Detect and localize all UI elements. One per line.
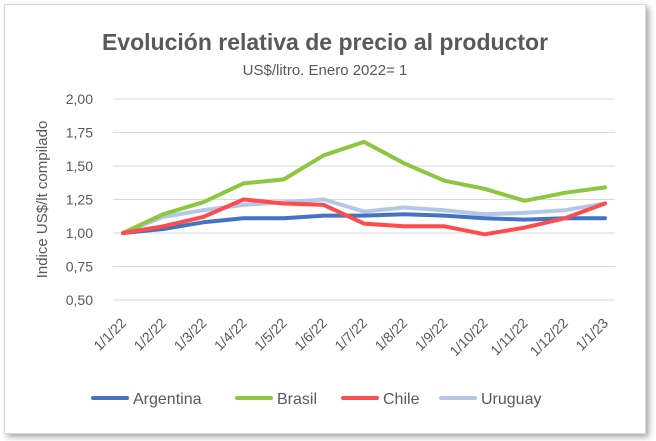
series-line-chile [121,197,607,237]
x-tick-label: 1/4/22 [211,315,250,354]
x-tick-label: 1/12/22 [527,315,571,359]
y-tick-label: 0,50 [66,292,93,308]
line-chart: 0,50 0,75 1,00 1,25 1,50 1,75 2,00 1/1/22 1/2/22… [34,91,615,408]
y-tick-label: 2,00 [66,91,93,107]
legend-label-chile: Chile [383,391,420,408]
x-tick-label: 1/11/22 [487,315,531,359]
x-tick-label: 1/5/22 [251,315,290,354]
y-tick-label: 1,50 [66,158,93,174]
legend-label-brasil: Brasil [277,391,317,408]
x-tick-label: 1/6/22 [291,315,330,354]
x-tick-label: 1/8/22 [371,315,410,354]
x-tick-label: 1/1/22 [90,315,129,354]
y-tick-label: 1,25 [66,192,93,208]
x-tick-label: 1/10/22 [446,315,490,359]
legend-label-argentina: Argentina [133,391,202,408]
x-tick-label: 1/2/22 [130,315,169,354]
x-tick-label: 1/7/22 [331,315,370,354]
chart-frame: Evolución relativa de precio al producto… [4,4,646,434]
x-tick-label: 1/1/23 [572,315,611,354]
chart-subtitle: US$/litro. Enero 2022= 1 [242,62,408,79]
chart-title: Evolución relativa de precio al producto… [101,29,549,55]
y-axis-label: Indice US$/lt compilado [34,121,51,279]
x-tick-label: 1/9/22 [412,315,451,354]
series-line-uruguay [121,197,607,235]
y-tick-label: 1,75 [66,125,93,141]
legend-label-uruguay: Uruguay [481,391,541,408]
series-line-argentina [121,212,607,235]
x-tick-label: 1/3/22 [171,315,210,354]
series-line-brasil [121,139,607,235]
y-tick-label: 0,75 [66,259,93,275]
y-tick-label: 1,00 [66,225,93,241]
